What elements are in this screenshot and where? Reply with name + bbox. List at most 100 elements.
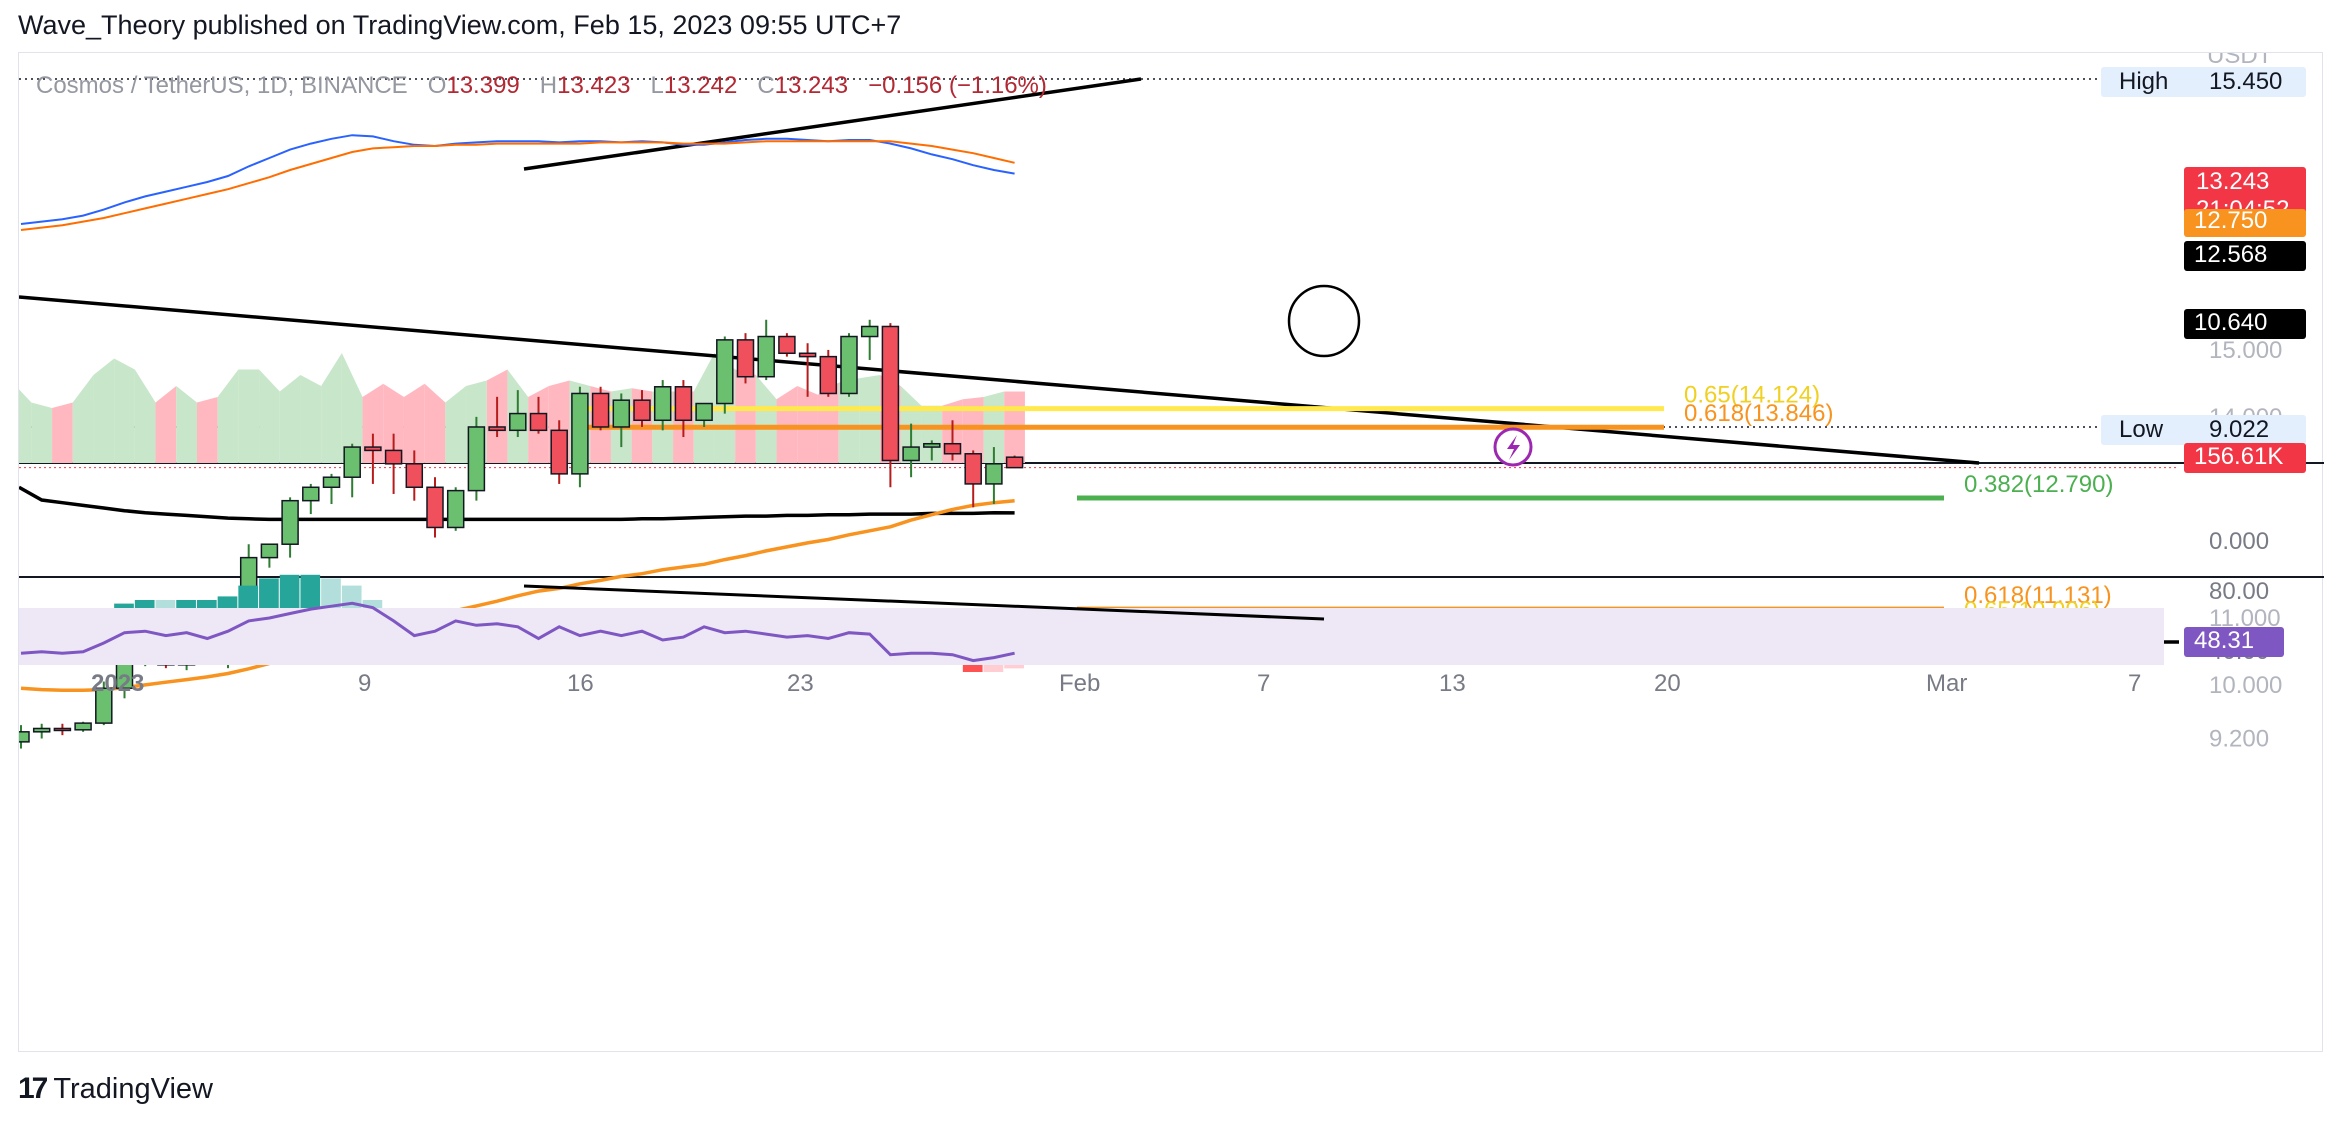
volume-bar: [445, 386, 467, 463]
volume-bar: [196, 397, 218, 463]
ema-badge-bg: [2184, 209, 2306, 237]
candle-body[interactable]: [798, 352, 817, 358]
fib-label-2: 0.382(12.790): [1964, 471, 2113, 498]
volume-badge: 156.61K: [2194, 443, 2283, 470]
footer-brand[interactable]: 17 TradingView: [18, 1072, 213, 1106]
candle-body[interactable]: [778, 335, 796, 355]
x-tick-label: 20: [1654, 670, 1681, 697]
ema-line: [20, 498, 1015, 693]
volume-bar: [134, 369, 156, 463]
volume-bar: [838, 378, 860, 463]
open-value: 13.399: [446, 72, 520, 99]
candle-body[interactable]: [612, 399, 631, 428]
candle-body[interactable]: [819, 355, 838, 395]
candle-body[interactable]: [695, 402, 713, 422]
volume-bar: [321, 353, 342, 463]
rsi-badge: 48.31: [2194, 627, 2254, 654]
candle-body[interactable]: [343, 446, 361, 478]
volume-bar: [114, 358, 135, 463]
signal-line: [20, 140, 1015, 231]
volume-bar: [817, 382, 839, 463]
x-tick-label: 2023: [91, 670, 144, 697]
candle-body[interactable]: [19, 731, 30, 743]
candle-body[interactable]: [529, 412, 548, 432]
candle-body[interactable]: [860, 325, 879, 338]
volume-bar: [31, 402, 53, 463]
candle-body[interactable]: [32, 727, 51, 733]
candle-body[interactable]: [881, 325, 900, 462]
candle-body[interactable]: [1005, 456, 1024, 469]
candle-body[interactable]: [53, 727, 72, 732]
candle-body[interactable]: [74, 722, 92, 731]
candle-body[interactable]: [716, 339, 734, 405]
volume-badge-bg: [2184, 443, 2306, 473]
tradingview-logo-icon: 17: [18, 1072, 48, 1105]
symbol-name[interactable]: Cosmos / TetherUS, 1D, BINANCE: [36, 72, 408, 99]
candle-body[interactable]: [674, 386, 693, 422]
last-price-value: 13.243: [2196, 168, 2269, 195]
candle-body[interactable]: [405, 463, 424, 489]
ma200-badge-bg: [2184, 241, 2306, 271]
candle-body[interactable]: [260, 543, 279, 559]
low-badge-bg: [2101, 415, 2306, 445]
candle-body[interactable]: [571, 392, 589, 475]
candle-body[interactable]: [964, 453, 982, 485]
rsi-badge-bg: [2184, 627, 2284, 657]
ema-badge: 12.750: [2194, 207, 2267, 234]
high-badge-label: High: [2119, 68, 2168, 95]
x-tick-label: 7: [1257, 670, 1270, 697]
candle-body[interactable]: [426, 486, 444, 529]
volume-bar: [72, 375, 94, 463]
chart-canvas[interactable]: 0.65(14.124)0.618(13.846) 0.382(12.790) 0.…: [19, 53, 2324, 1053]
volume-bar: [341, 353, 363, 463]
candle-body[interactable]: [736, 339, 755, 378]
candle-body[interactable]: [985, 463, 1003, 485]
volume-bar: [279, 375, 301, 463]
volume-bar: [776, 386, 798, 463]
candle-body[interactable]: [488, 426, 506, 432]
candle-body[interactable]: [943, 442, 962, 455]
volume-bar: [962, 397, 984, 463]
candle-body[interactable]: [591, 392, 610, 428]
close-label: C: [757, 72, 775, 99]
candle-body[interactable]: [902, 446, 920, 462]
low-label: L: [650, 72, 664, 99]
x-tick-label: 23: [787, 670, 814, 697]
candle-body[interactable]: [550, 429, 568, 475]
open-label: O: [427, 72, 447, 99]
volume-bar: [93, 358, 115, 463]
candle-body[interactable]: [509, 412, 527, 432]
candle-body[interactable]: [653, 386, 672, 422]
candle-body[interactable]: [923, 442, 941, 448]
candle-body[interactable]: [281, 499, 299, 545]
y-tick-label: 15.000: [2209, 337, 2282, 364]
volume-bar: [921, 405, 943, 463]
candle-body[interactable]: [633, 399, 651, 422]
low-badge-label: Low: [2119, 416, 2164, 443]
candle-body[interactable]: [95, 687, 113, 724]
rsi-line: [20, 601, 1015, 663]
publisher-header: Wave_Theory published on TradingView.com…: [18, 10, 902, 40]
highlight-circle: [1287, 284, 1361, 358]
y-tick-label: 9.200: [2209, 726, 2269, 753]
candle-body[interactable]: [364, 446, 382, 452]
volume-bar: [300, 375, 322, 463]
candle-body[interactable]: [757, 335, 775, 378]
currency-label: USDT: [2207, 53, 2273, 69]
candle-body[interactable]: [302, 486, 320, 502]
macd-line: [20, 134, 1015, 225]
candle-body[interactable]: [840, 335, 858, 395]
candle-body[interactable]: [467, 426, 486, 492]
volume-bar: [403, 383, 425, 463]
chart-frame[interactable]: 0.65(14.124) 0.618(13.846) 0.382(12.790) 0.…: [18, 52, 2324, 1053]
x-tick-label: Mar: [1926, 670, 1967, 697]
high-label: H: [539, 72, 558, 99]
close-value: 13.243: [774, 72, 849, 99]
candle-body[interactable]: [384, 449, 403, 465]
candle-body[interactable]: [446, 489, 465, 529]
lightning-bolt-icon: [1507, 435, 1520, 460]
low-badge-value: 9.022: [2209, 416, 2269, 443]
volume-bar: [176, 386, 197, 463]
low-value: 13.242: [663, 72, 738, 99]
candle-body[interactable]: [322, 476, 341, 489]
